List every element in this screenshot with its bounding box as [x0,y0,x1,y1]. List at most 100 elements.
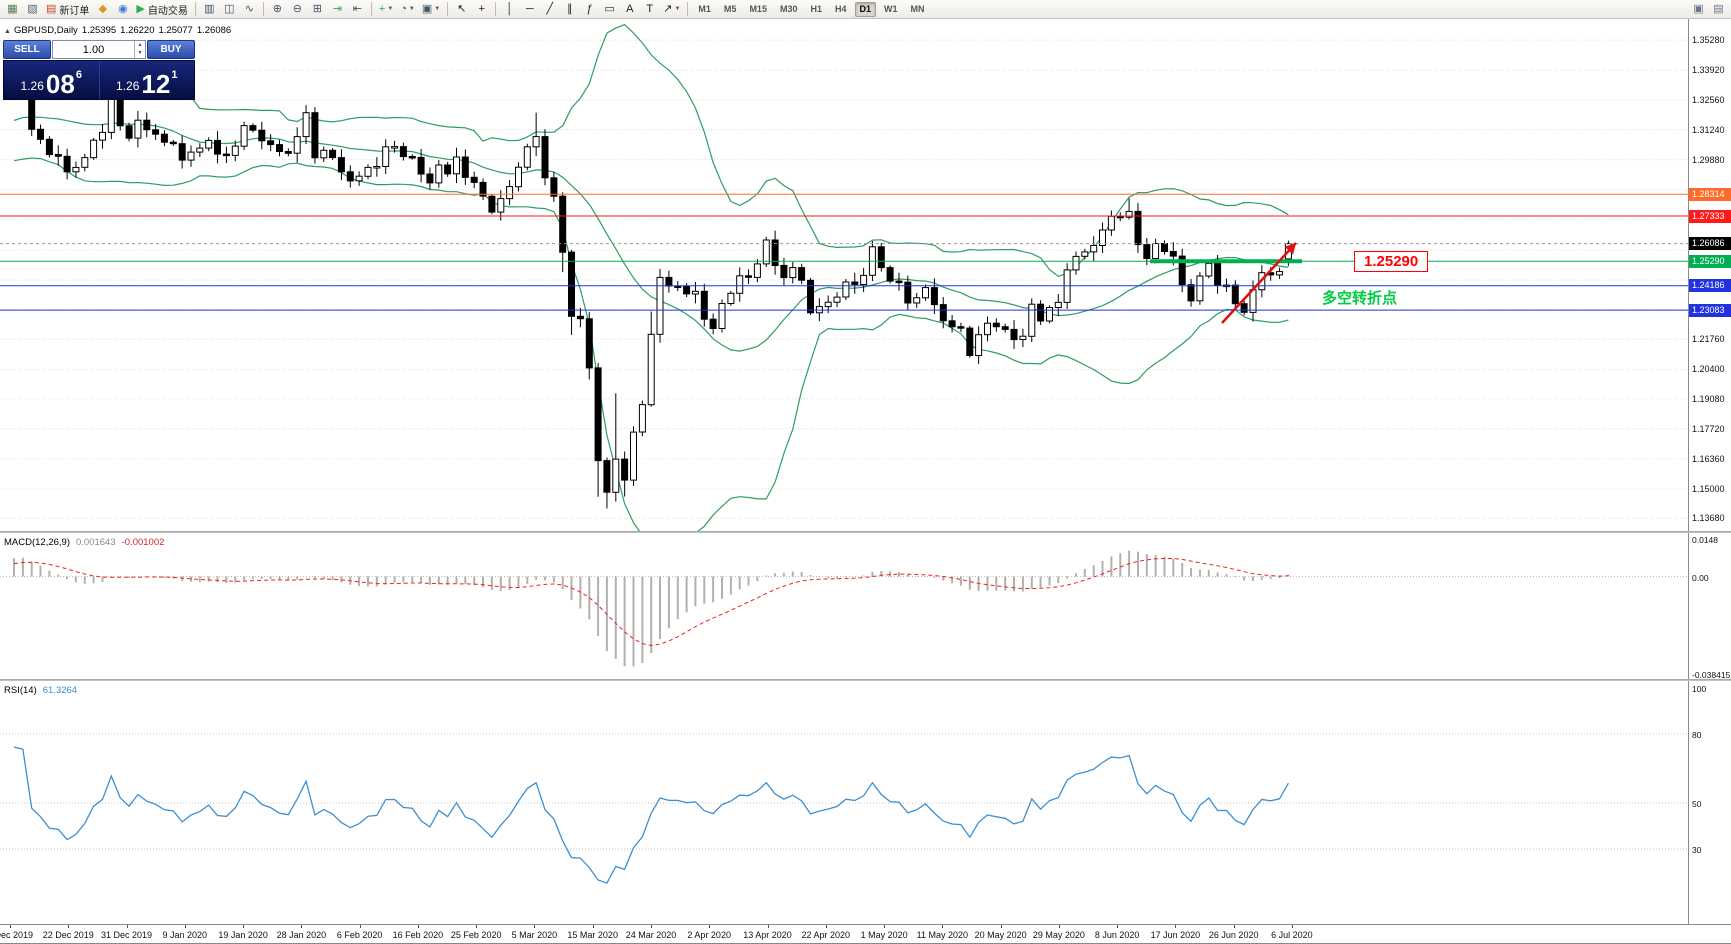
volume-up-icon[interactable]: ▲ [137,41,143,48]
volume-input[interactable] [53,41,134,58]
bar-chart-button[interactable]: ▥ [200,1,219,18]
new-chart-button[interactable]: ▦ [3,1,22,18]
date-tick [1291,925,1293,928]
crosshair-button[interactable]: + [472,1,491,18]
price-axis-label: 1.29880 [1692,154,1725,165]
collapse-icon[interactable]: ▲ [4,28,11,35]
channel-button[interactable]: ∥ [560,1,579,18]
timeframe-mn[interactable]: MN [910,4,925,14]
current-price-tag: 1.26086 [1689,237,1731,251]
buy-price-prefix: 1.26 [116,79,140,93]
chevron-down-icon[interactable]: ▼ [434,6,441,12]
tile-windows-button[interactable]: ⊞ [308,1,327,18]
date-label: 29 May 2020 [1032,930,1085,940]
volume-stepper[interactable]: ▲ ▼ [134,41,145,58]
price-axis-label: 1.35280 [1692,35,1725,46]
timeframe-m1[interactable]: M1 [698,4,711,14]
price-level-tag: 1.23083 [1689,303,1731,317]
date-label: 15 Mar 2020 [567,930,618,940]
metaquotes-button[interactable]: ◆ [93,1,112,18]
price-axis[interactable]: 1.35280 1.33920 1.32560 1.31240 1.29880 1.217… [1688,18,1731,924]
chart-shift-button[interactable]: ⇤ [348,1,367,18]
chevron-down-icon[interactable]: ▼ [387,6,394,12]
label-icon: T [646,2,654,15]
date-tick [417,925,419,928]
volume-down-icon[interactable]: ▼ [137,50,143,57]
date-tick [534,925,536,928]
date-label: 20 May 2020 [974,930,1027,940]
price-level-tag: 1.24186 [1689,279,1731,293]
macd-axis-label: -0.038415 [1692,670,1731,680]
buy-price[interactable]: 1.26 12 1 [100,61,195,99]
rsi-canvas[interactable] [0,681,1688,924]
vertical-line-button[interactable]: │ [500,1,519,18]
templates-button[interactable]: ▣ ▼ [419,1,443,18]
chevron-down-icon[interactable]: ▼ [674,6,681,12]
trendline-button[interactable]: ╱ [540,1,559,18]
price-level-tag: 1.27333 [1689,209,1731,223]
date-label: 6 Jul 2020 [1271,930,1313,940]
macd-canvas[interactable] [0,533,1688,679]
date-label: 25 Feb 2020 [450,930,502,940]
profiles-button[interactable]: ▧ [23,1,42,18]
date-label: 22 Dec 2019 [42,930,94,940]
timeframe-w1[interactable]: W1 [884,4,898,14]
panel-splitter-rsi[interactable] [0,679,1731,681]
toolbar-separator [194,2,196,16]
timeframe-m15[interactable]: M15 [749,4,767,14]
turning-point-label: 多空转折点 [1322,290,1398,307]
chevron-down-icon[interactable]: ▼ [408,6,415,12]
panel-splitter-macd[interactable] [0,531,1731,533]
fibonacci-button[interactable]: ƒ [580,1,599,18]
timeframe-m30[interactable]: M30 [779,4,798,14]
price-axis-label: 1.16360 [1692,453,1725,464]
indicators-button[interactable]: + ▼ [376,1,396,18]
date-tick [10,925,11,928]
timeframe-h4[interactable]: H4 [834,4,847,14]
bar-chart-icon: ▥ [204,2,215,15]
zoom-out-button[interactable]: ⊖ [288,1,307,18]
zoom-out-icon: ⊖ [292,2,302,15]
auto-trading-label: 自动交易 [147,5,188,17]
community-button[interactable]: ◉ [113,1,132,18]
new-order-button[interactable]: ▤ 新订单 [43,1,92,18]
cursor-button[interactable]: ↖ [452,1,471,18]
sell-price[interactable]: 1.26 08 6 [4,61,99,99]
auto-scroll-button[interactable]: ⇥ [328,1,347,18]
horizontal-line-button[interactable]: ─ [520,1,539,18]
timeframe-m5[interactable]: M5 [723,4,737,14]
bar-low: 1.25077 [158,25,193,36]
main-chart-canvas[interactable] [0,18,1688,531]
one-click-trading-panel: SELL ▲ ▼ BUY 1.26 08 6 1.26 12 1 [3,40,195,100]
date-tick [1117,925,1119,928]
arrows-button[interactable]: ↗ ▼ [660,1,683,18]
date-tick [1058,925,1060,928]
buy-button[interactable]: BUY [147,40,195,59]
shapes-button[interactable]: ▭ [600,1,619,18]
periods-button[interactable]: ◔ ▼ [397,1,418,18]
level-callout: 1.25290 [1354,251,1429,272]
zoom-in-button[interactable]: ⊕ [268,1,287,18]
vertical-line-icon: │ [506,2,514,15]
timeframe-h1[interactable]: H1 [810,4,822,14]
trendline-icon: ╱ [546,2,554,15]
timeframe-d1[interactable]: D1 [854,1,877,17]
chart-shift-icon: ⇤ [352,2,362,15]
window-layout-button[interactable]: ▣ [1689,1,1708,18]
line-chart-icon: ∿ [244,2,254,15]
horizontal-line-icon: ─ [525,2,534,15]
line-chart-button[interactable]: ∿ [240,1,259,18]
date-tick [651,925,652,928]
cursor-icon: ↖ [457,2,467,15]
auto-trading-button[interactable]: ▶ 自动交易 [133,1,190,18]
tile-windows-icon: ⊞ [312,2,322,15]
docking-button[interactable]: ▤ [1709,1,1728,18]
date-axis[interactable]: 2 Dec 2019 22 Dec 2019 31 Dec 2019 9 Jan 20… [0,924,1731,943]
sell-button[interactable]: SELL [3,40,51,59]
new-order-label: 新订单 [59,5,90,17]
label-button[interactable]: T [640,1,659,18]
date-label: 16 Feb 2020 [392,930,444,940]
candlestick-chart-button[interactable]: ◫ [220,1,239,18]
text-button[interactable]: A [620,1,639,18]
fibonacci-icon: ƒ [586,2,593,15]
